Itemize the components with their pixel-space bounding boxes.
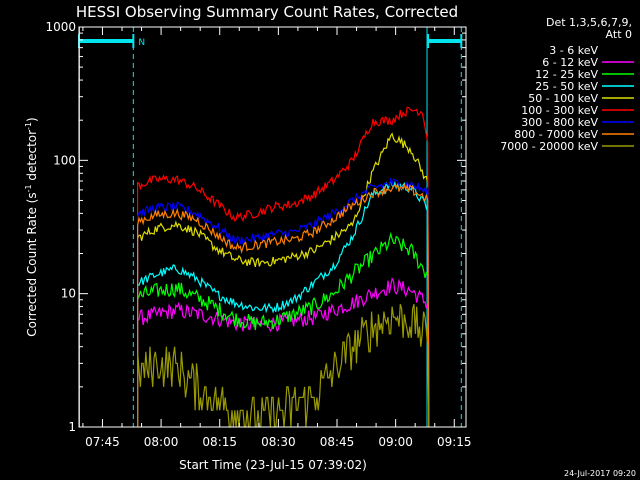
series-line	[137, 177, 430, 428]
y-ticks: 1 10 100 1000	[45, 20, 466, 434]
x-tick-label: 08:15	[202, 435, 237, 449]
legend-label: 6 - 12 keV	[542, 56, 598, 69]
y-tick-label: 100	[53, 153, 76, 167]
chart-title: HESSI Observing Summary Count Rates, Cor…	[76, 3, 458, 21]
plot-frame	[78, 26, 467, 428]
timestamp: 24-Jul-2017 09:20	[564, 469, 636, 478]
x-tick-label: 08:30	[261, 435, 296, 449]
y-axis-label: Corrected Count Rate (s-1 detector-1)	[24, 117, 39, 336]
legend-label: 25 - 50 keV	[535, 80, 598, 93]
series-line	[137, 276, 430, 428]
marker-lines: N	[78, 27, 463, 427]
x-tick-label: 07:45	[85, 435, 120, 449]
legend-header-2: Att 0	[606, 28, 632, 41]
series-line	[137, 182, 430, 428]
series-layer	[137, 106, 430, 428]
x-ticks: 07:45 08:00 08:15 08:30 08:45 09:00 09:15	[82, 27, 472, 449]
y-tick-label: 1000	[45, 20, 76, 34]
series-line	[137, 106, 430, 428]
legend-label: 100 - 300 keV	[521, 104, 598, 117]
night-label: N	[138, 38, 145, 48]
legend-label: 12 - 25 keV	[535, 68, 598, 81]
legend-label: 50 - 100 keV	[528, 92, 598, 105]
legend-label: 300 - 800 keV	[521, 116, 598, 129]
legend-label: 3 - 6 keV	[549, 44, 598, 57]
y-tick-label: 10	[61, 287, 76, 301]
y-tick-label: 1	[68, 420, 76, 434]
x-axis-label: Start Time (23-Jul-15 07:39:02)	[179, 458, 367, 472]
night-bar	[79, 39, 134, 43]
x-tick-label: 09:15	[437, 435, 472, 449]
series-line	[137, 304, 430, 428]
legend-header-1: Det 1,3,5,6,7,9,	[546, 16, 632, 29]
night-bar	[428, 39, 462, 43]
x-tick-label: 08:00	[144, 435, 179, 449]
series-line	[137, 178, 430, 428]
legend-label: 800 - 7000 keV	[514, 128, 598, 141]
series-line	[137, 231, 430, 428]
legend-label: 7000 - 20000 keV	[500, 140, 598, 153]
x-tick-label: 09:00	[378, 435, 413, 449]
x-tick-label: 08:45	[320, 435, 355, 449]
series-line	[137, 132, 430, 428]
